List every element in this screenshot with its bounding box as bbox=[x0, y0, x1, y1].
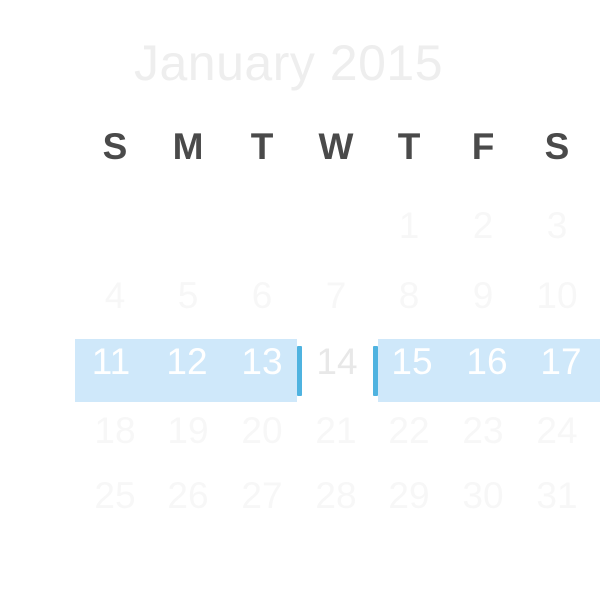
range-end-marker[interactable] bbox=[297, 346, 302, 396]
day-cell[interactable]: 7 bbox=[325, 275, 347, 316]
day-cell[interactable]: 4 bbox=[104, 275, 126, 316]
day-cell[interactable]: 25 bbox=[94, 475, 136, 516]
month-title: January 2015 bbox=[134, 35, 444, 91]
day-cell[interactable]: 5 bbox=[177, 275, 199, 316]
day-cell[interactable]: 23 bbox=[462, 410, 504, 451]
day-cell[interactable]: 9 bbox=[472, 275, 494, 316]
day-cell[interactable]: 28 bbox=[315, 475, 357, 516]
day-cell[interactable]: 2 bbox=[472, 205, 494, 246]
day-cell[interactable]: 27 bbox=[241, 475, 283, 516]
day-cell[interactable]: 29 bbox=[388, 475, 430, 516]
day-cell[interactable]: 19 bbox=[167, 410, 209, 451]
day-cell[interactable]: 21 bbox=[315, 410, 357, 451]
day-cell[interactable]: 18 bbox=[94, 410, 136, 451]
day-cell[interactable]: 3 bbox=[546, 205, 568, 246]
day-cell-selected[interactable]: 12 bbox=[166, 341, 208, 382]
day-cell[interactable]: 20 bbox=[241, 410, 283, 451]
weekday-saturday: S bbox=[544, 126, 570, 167]
day-cell[interactable]: 24 bbox=[536, 410, 578, 451]
day-cell[interactable]: 6 bbox=[251, 275, 273, 316]
day-cell[interactable]: 31 bbox=[536, 475, 578, 516]
day-cell-selected[interactable]: 11 bbox=[91, 341, 131, 382]
day-cell-excluded[interactable]: 14 bbox=[316, 341, 358, 382]
day-cell[interactable]: 8 bbox=[398, 275, 420, 316]
range-start-marker[interactable] bbox=[373, 346, 378, 396]
day-cell[interactable]: 10 bbox=[536, 275, 578, 316]
day-cell[interactable]: 22 bbox=[388, 410, 430, 451]
day-cell-selected[interactable]: 13 bbox=[241, 341, 283, 382]
weekday-monday: M bbox=[172, 126, 204, 167]
weekday-wednesday: W bbox=[318, 126, 354, 167]
day-cell-selected[interactable]: 17 bbox=[540, 341, 582, 382]
selected-range-highlight bbox=[75, 339, 297, 402]
day-cell[interactable]: 30 bbox=[462, 475, 504, 516]
weekday-thursday: T bbox=[397, 126, 421, 167]
weekday-tuesday: T bbox=[250, 126, 274, 167]
weekday-friday: F bbox=[471, 126, 495, 167]
day-cell[interactable]: 1 bbox=[398, 205, 420, 246]
selected-range-highlight bbox=[378, 339, 600, 402]
day-cell[interactable]: 26 bbox=[167, 475, 209, 516]
day-cell-selected[interactable]: 16 bbox=[466, 341, 508, 382]
weekday-sunday: S bbox=[102, 126, 128, 167]
day-cell-selected[interactable]: 15 bbox=[391, 341, 433, 382]
